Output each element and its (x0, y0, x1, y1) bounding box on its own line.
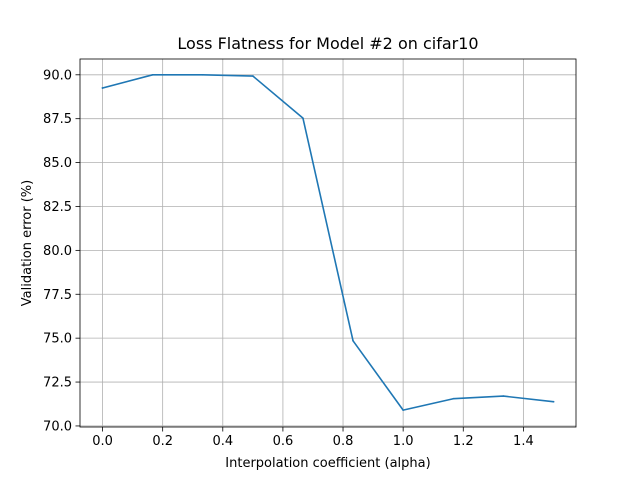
series-layer (101, 74, 555, 411)
chart-title: Loss Flatness for Model #2 on cifar10 (177, 34, 478, 53)
x-axis-ticks: 0.0 0.2 0.4 0.6 0.8 1.0 1.2 1.4 (92, 427, 534, 449)
x-tick-label: 0.6 (273, 434, 294, 449)
y-tick-label: 77.5 (43, 288, 72, 303)
data-point (352, 339, 354, 342)
data-point (552, 400, 555, 403)
plot-frame (79, 58, 577, 428)
x-axis-label: Interpolation coefficient (alpha) (225, 456, 430, 471)
y-tick-label: 90.0 (43, 68, 72, 83)
x-tick-label: 0.8 (333, 434, 354, 449)
data-point (201, 74, 204, 76)
data-point (502, 395, 505, 397)
x-tick-label: 1.2 (453, 434, 474, 449)
data-point (402, 409, 404, 411)
grid-lines (80, 59, 576, 427)
y-axis-label: Validation error (%) (20, 180, 35, 306)
y-tick-label: 82.5 (43, 200, 72, 215)
y-tick-label: 72.5 (43, 376, 72, 391)
y-tick-label: 85.0 (43, 156, 72, 171)
y-tick-label: 80.0 (43, 244, 72, 259)
y-tick-label: 87.5 (43, 112, 72, 127)
series-line (101, 74, 555, 411)
x-tick-label: 1.4 (513, 434, 534, 449)
data-point (151, 74, 154, 76)
x-tick-label: 1.0 (393, 434, 414, 449)
data-point (302, 117, 304, 119)
y-axis-ticks: 70.0 72.5 75.0 77.5 80.0 82.5 85.0 87.5 90.0 (43, 68, 80, 434)
data-point (101, 87, 104, 89)
y-tick-label: 75.0 (43, 332, 72, 347)
x-tick-label: 0.0 (92, 434, 113, 449)
x-tick-label: 0.2 (152, 434, 173, 449)
data-point (452, 397, 455, 400)
data-point (252, 75, 254, 77)
y-tick-label: 70.0 (43, 419, 72, 434)
x-tick-label: 0.4 (212, 434, 233, 449)
